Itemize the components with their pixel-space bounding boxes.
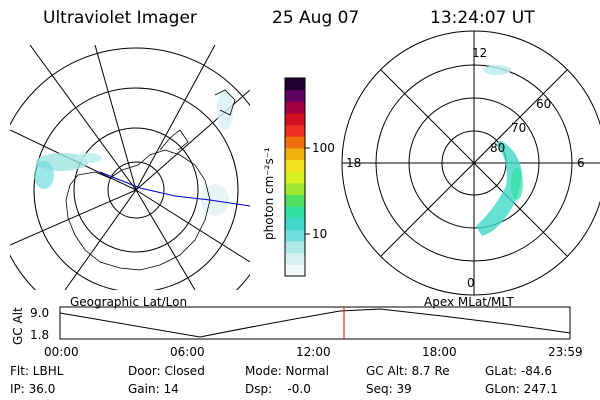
magnetic-polar-map: [341, 30, 600, 296]
timeline-tick-1200: 12:00: [296, 345, 331, 359]
mlt-label-6: 6: [577, 156, 585, 170]
mlat-label-60: 60: [536, 97, 552, 111]
colorbar-band: [285, 194, 305, 207]
colorbar-band: [285, 229, 305, 242]
mlt-label-0: 0: [467, 276, 475, 290]
status-glat: GLat: -84.6: [485, 364, 552, 378]
observation-time: 13:24:07 UT: [430, 8, 535, 28]
colorbar-band: [285, 89, 305, 102]
mlt-label-12: 12: [472, 46, 488, 60]
geographic-map: [10, 45, 250, 290]
status-gc-alt: GC Alt: 8.7 Re: [366, 364, 450, 378]
timeline-tick-0600: 06:00: [170, 345, 205, 359]
colorbar-band: [285, 101, 305, 114]
colorbar-band: [285, 182, 305, 195]
colorbar-tick-10: 10: [312, 227, 328, 241]
colorbar-band: [285, 217, 305, 230]
timeline-tick-2359: 23:59: [548, 345, 583, 359]
colorbar-band: [285, 147, 305, 161]
colorbar-band: [285, 78, 305, 91]
timeline-y-top: 9.0: [30, 306, 50, 320]
mlat-label-70: 70: [511, 121, 527, 135]
mlt-label-18: 18: [346, 156, 362, 170]
colorbar-band: [285, 241, 305, 254]
status-ip: IP: 36.0: [10, 382, 56, 396]
timeline-y-bottom: 1.8: [30, 328, 50, 342]
status-gain: Gain: 14: [128, 382, 179, 396]
observation-date: 25 Aug 07: [272, 8, 360, 28]
geographic-map-label: Geographic Lat/Lon: [70, 295, 188, 309]
colorbar-tick-100: 100: [312, 141, 335, 155]
colorbar-band: [285, 136, 305, 149]
magnetic-map-label: Apex MLat/MLT: [424, 295, 514, 309]
colorbar-band: [285, 206, 305, 219]
status-seq: Seq: 39: [366, 382, 412, 396]
colorbar-band: [285, 112, 305, 126]
status-mode: Mode: Normal: [245, 364, 329, 378]
status-door: Door: Closed: [128, 364, 205, 378]
instrument-title: Ultraviolet Imager: [43, 8, 197, 28]
colorbar-band: [285, 252, 305, 265]
timeline-tick-1800: 18:00: [422, 345, 457, 359]
timeline-tick-0000: 00:00: [44, 345, 79, 359]
status-glon: GLon: 247.1: [485, 382, 558, 396]
colorbar-band: [285, 159, 305, 172]
colorbar: [284, 77, 310, 277]
colorbar-band: [285, 264, 305, 277]
mlat-label-80: 80: [490, 141, 506, 155]
status-dsp: Dsp: -0.0: [245, 382, 311, 396]
colorbar-band: [285, 124, 305, 137]
altitude-timeline: [59, 306, 571, 340]
status-filter: Flt: LBHL: [10, 364, 64, 378]
colorbar-band: [285, 171, 305, 184]
